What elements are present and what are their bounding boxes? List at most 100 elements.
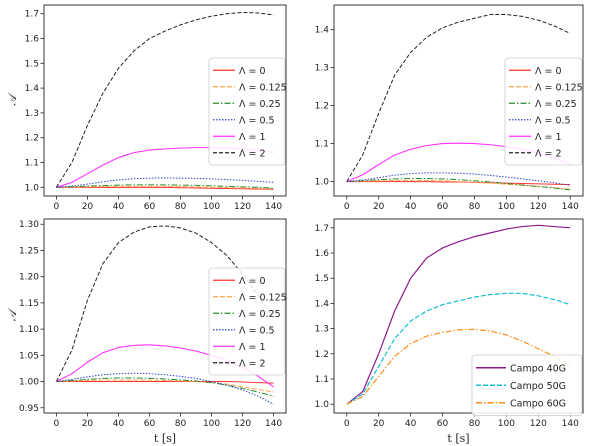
x-tick-label: 20	[82, 202, 94, 212]
series-line-1	[346, 181, 571, 186]
legend-label: Λ = 1	[535, 132, 562, 143]
plot-frame	[333, 218, 584, 414]
y-tick-label: 1.4	[25, 84, 40, 94]
x-tick-label: 60	[144, 419, 156, 429]
y-tick-label: 1.5	[25, 59, 39, 69]
series-line-4	[346, 172, 571, 186]
y-tick-label: 1.5	[315, 274, 329, 284]
y-tick-label: 1.30	[19, 220, 39, 230]
legend: Λ = 0 Λ = 0.125 Λ = 0.25 Λ = 0.5 Λ = 1 Λ = 2	[504, 57, 583, 166]
y-tick-label: 1.6	[25, 34, 40, 44]
y-tick-label: 1.2	[315, 350, 329, 360]
series-line-3	[56, 184, 274, 189]
legend-label: Λ = 0	[239, 276, 266, 287]
x-tick-label: 100	[203, 202, 220, 212]
legend-label: Λ = 0.125	[535, 82, 583, 93]
legend-box	[208, 267, 286, 376]
legend-box	[208, 57, 286, 166]
y-tick-label: 1.1	[25, 159, 39, 169]
x-tick-label: 100	[498, 202, 515, 212]
series-line-2	[56, 185, 274, 190]
x-tick-label: 40	[405, 419, 417, 429]
series-line-1	[56, 186, 274, 190]
chart-panel-1: 0 20 40 60 80 100 120 140 1.0 1.1 1.2 1.3 1.4 1.5 1.6 1…	[6, 4, 287, 212]
legend-box	[471, 354, 583, 416]
y-tick-label: 1.3	[25, 109, 39, 119]
x-tick-label: 20	[373, 419, 385, 429]
x-tick-label: 0	[344, 419, 350, 429]
y-tick-label: 1.2	[315, 102, 329, 112]
x-tick-label: 80	[469, 202, 481, 212]
legend-label: Λ = 0.5	[239, 325, 275, 336]
legend-label: Λ = 1	[239, 132, 266, 143]
y-tick-label: 1.6	[315, 249, 330, 259]
x-tick-label: 40	[113, 202, 125, 212]
legend-label: Campo 60G	[510, 398, 566, 409]
y-tick-label: 1.1	[315, 140, 329, 150]
x-tick-label: 120	[234, 419, 251, 429]
legend-label: Λ = 0.25	[535, 99, 577, 110]
legend-label: Λ = 0.5	[239, 115, 275, 126]
legend-label: Λ = 0.25	[239, 99, 281, 110]
series-line-2	[346, 292, 571, 405]
series-line-3	[346, 178, 571, 191]
x-tick-label: 40	[405, 202, 417, 212]
x-tick-label: 60	[437, 419, 449, 429]
y-tick-label: 1.3	[315, 325, 329, 335]
legend: Λ = 0 Λ = 0.125 Λ = 0.25 Λ = 0.5 Λ = 1 Λ = 2	[208, 57, 287, 166]
x-tick-label: 20	[82, 419, 94, 429]
x-tick-label: 140	[265, 419, 282, 429]
plot-frame	[43, 4, 287, 197]
legend: Campo 40G Campo 50G Campo 60G	[471, 354, 583, 416]
x-tick-label: 120	[530, 419, 547, 429]
x-tick-label: 120	[530, 202, 547, 212]
series-line-1	[56, 381, 274, 384]
legend-label: Campo 40G	[510, 363, 566, 374]
legend-label: Λ = 0.5	[535, 115, 571, 126]
y-tick-label: 1.00	[19, 378, 39, 388]
x-axis-label: t [s]	[154, 432, 176, 445]
series-line-4	[56, 372, 274, 405]
y-tick-label: 1.0	[315, 400, 330, 410]
legend-label: Λ = 2	[535, 148, 562, 159]
series-line-4	[56, 177, 274, 188]
x-tick-label: 0	[54, 419, 60, 429]
x-tick-label: 0	[54, 202, 60, 212]
y-tick-label: 1.1	[315, 375, 329, 385]
y-tick-label: 1.4	[315, 26, 330, 36]
chart-panel-4: 0 20 40 60 80 100 120 140 1.0 1.1 1.2 1.3 1.4 1.5 1.6 1…	[315, 218, 584, 445]
series-line-1	[346, 224, 571, 405]
y-tick-label: 0.95	[19, 404, 39, 414]
x-tick-label: 120	[234, 202, 251, 212]
y-tick-label: 1.10	[19, 325, 39, 335]
y-tick-label: 1.15	[19, 299, 39, 309]
plot-frame	[333, 4, 584, 197]
legend-label: Λ = 0	[535, 66, 562, 77]
plot-frame	[43, 218, 287, 414]
series-line-6	[55, 11, 274, 188]
legend-label: Λ = 1	[239, 342, 266, 353]
y-tick-label: 1.20	[19, 273, 39, 283]
legend-label: Λ = 2	[239, 358, 266, 369]
y-tick-label: 1.3	[315, 64, 329, 74]
y-tick-label: 1.0	[315, 178, 330, 188]
x-tick-label: 100	[203, 419, 220, 429]
series-line-3	[346, 328, 571, 405]
series-line-2	[56, 379, 274, 393]
x-tick-label: 60	[144, 202, 156, 212]
x-tick-label: 140	[562, 202, 579, 212]
legend-label: Campo 50G	[510, 381, 566, 392]
x-tick-label: 80	[175, 202, 187, 212]
x-tick-label: 140	[562, 419, 579, 429]
legend-label: Λ = 0.125	[239, 82, 287, 93]
legend-label: Λ = 0	[239, 66, 266, 77]
legend-label: Λ = 2	[239, 148, 266, 159]
y-tick-label: 1.7	[315, 224, 329, 234]
legend: Λ = 0 Λ = 0.125 Λ = 0.25 Λ = 0.5 Λ = 1 Λ = 2	[208, 267, 287, 376]
legend-label: Λ = 0.125	[239, 292, 287, 303]
x-tick-label: 100	[498, 419, 515, 429]
y-tick-label: 1.25	[19, 246, 39, 256]
x-tick-label: 60	[437, 202, 449, 212]
